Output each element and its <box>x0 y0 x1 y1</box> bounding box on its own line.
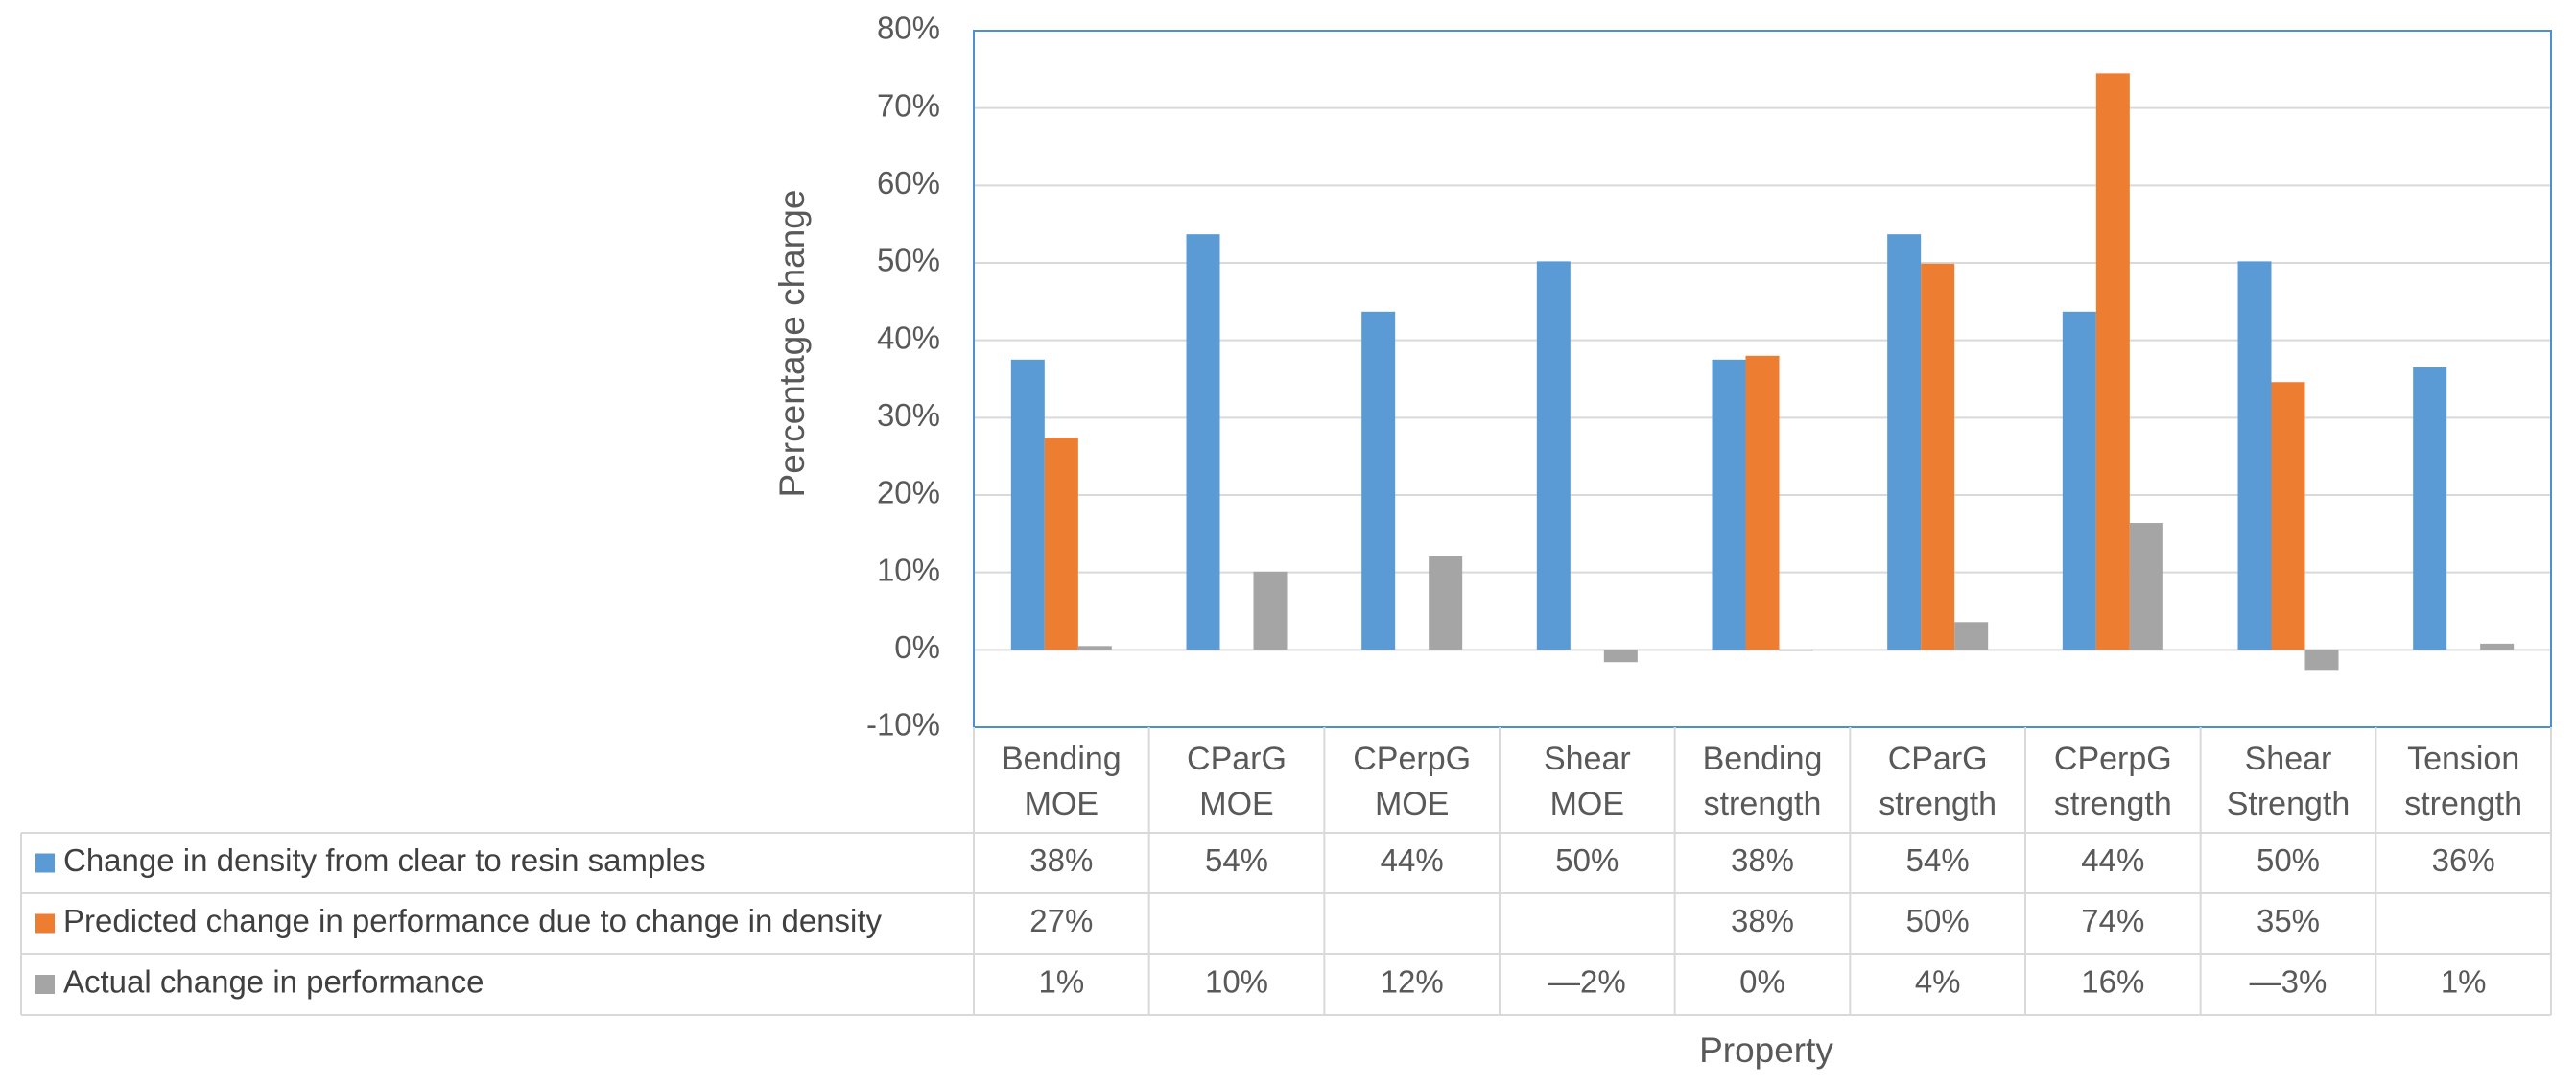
table-cell: 50% <box>1555 842 1619 878</box>
bar <box>1603 650 1638 663</box>
series-name: Change in density from clear to resin sa… <box>63 842 705 878</box>
category-label: Shear MOE <box>1544 741 1631 822</box>
y-tick-label: 70% <box>877 87 940 123</box>
y-tick-label: 10% <box>877 552 940 587</box>
bar <box>2413 367 2447 650</box>
y-tick-label: 80% <box>877 11 940 46</box>
category-label: CPerpG MOE <box>1353 741 1471 822</box>
table-cell: 4% <box>1915 964 1961 1000</box>
table-cell: 10% <box>1205 964 1268 1000</box>
table-cell: 50% <box>1906 903 1970 938</box>
plot-border <box>973 30 2552 728</box>
bar <box>2237 261 2272 650</box>
bar <box>1887 234 1922 650</box>
bar <box>2129 523 2163 650</box>
bar <box>1429 556 1463 650</box>
bar <box>2480 643 2515 650</box>
legend-key <box>35 853 55 873</box>
bars <box>1010 73 2515 671</box>
bar <box>1921 263 1955 650</box>
series-name: Actual change in performance <box>63 964 484 1000</box>
bar <box>2271 382 2305 650</box>
legend-key <box>35 913 55 934</box>
table-cell: 44% <box>1381 842 1444 878</box>
category-label: CPerpG strength <box>2054 741 2172 822</box>
category-label: Shear Strength <box>2227 741 2351 822</box>
table-cell: 36% <box>2432 842 2495 878</box>
table-cell: 1% <box>2441 964 2487 1000</box>
y-axis-title: Percentage change <box>772 190 812 498</box>
table-cell: 54% <box>1906 842 1970 878</box>
table-cell: 16% <box>2081 964 2144 1000</box>
y-tick-label: 30% <box>877 397 940 433</box>
bar <box>1954 622 1989 650</box>
bar <box>1361 311 1396 650</box>
table-cell: —2% <box>1548 964 1626 1000</box>
y-tick-label: 50% <box>877 243 940 278</box>
bar <box>1745 355 1780 650</box>
category-label: Tension strength <box>2404 741 2522 822</box>
bar <box>1253 571 1288 650</box>
category-label: CParG strength <box>1879 741 1997 822</box>
legend-key <box>35 975 55 994</box>
bar <box>1010 359 1045 650</box>
bar <box>2062 311 2096 650</box>
table-cell: 12% <box>1381 964 1444 1000</box>
category-label: Bending strength <box>1703 741 1823 822</box>
bar <box>2304 650 2339 671</box>
table-cell: 27% <box>1029 903 1093 938</box>
table-cell: 38% <box>1731 903 1794 938</box>
y-axis-ticks: -10% 0% 10% 20% 30% 40% 50% 60% 70% 80% <box>866 11 940 743</box>
table-cell: 74% <box>2081 903 2144 938</box>
x-axis-title: Property <box>1699 1030 1833 1070</box>
table-cell: 35% <box>2257 903 2320 938</box>
y-tick-label: 40% <box>877 319 940 355</box>
table-cell: 50% <box>2257 842 2320 878</box>
bar <box>1712 359 1746 650</box>
bar <box>1186 234 1220 650</box>
table-cell: —3% <box>2250 964 2328 1000</box>
y-tick-label: -10% <box>866 707 940 743</box>
table-cell: 38% <box>1731 842 1794 878</box>
category-label: CParG MOE <box>1187 741 1287 822</box>
table-cell: 1% <box>1038 964 1084 1000</box>
table-cell: 54% <box>1205 842 1268 878</box>
bar <box>1044 438 1078 650</box>
plot-frame <box>973 30 2552 728</box>
series-name: Predicted change in performance due to c… <box>63 903 883 938</box>
bar <box>1536 261 1571 650</box>
data-table: Bending MOE CParG MOE CPerpG MOE Shear MOE Bendi… <box>20 727 2552 1016</box>
y-tick-label: 0% <box>894 629 940 665</box>
y-tick-label: 60% <box>877 165 940 201</box>
y-tick-label: 20% <box>877 475 940 510</box>
table-cell: 0% <box>1739 964 1785 1000</box>
category-label: Bending MOE <box>1002 741 1122 822</box>
bar <box>1077 646 1112 650</box>
bar <box>2095 73 2130 650</box>
table-cell: 44% <box>2081 842 2144 878</box>
table-cell: 38% <box>1029 842 1093 878</box>
